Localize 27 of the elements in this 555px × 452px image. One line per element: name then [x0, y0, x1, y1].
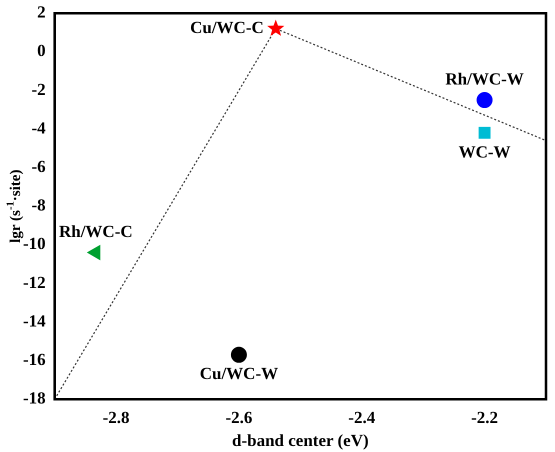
y-tick-label: -4 [31, 118, 46, 138]
point [267, 20, 284, 36]
y-tick-label: -6 [31, 156, 46, 176]
point [478, 126, 491, 139]
y-tick-label: -14 [22, 311, 46, 330]
series-label: WC-W [458, 142, 511, 162]
y-tick-label: 0 [37, 41, 46, 60]
point [230, 346, 247, 363]
y-tick-label: -10 [22, 234, 46, 254]
x-tick-label: -2.4 [348, 408, 376, 427]
series-label: Cu/WC-C [190, 18, 264, 38]
y-tick-label: -8 [31, 196, 46, 215]
y-tick-label: -16 [22, 350, 46, 369]
x-tick-label: -2.6 [225, 408, 252, 427]
y-tick-label: -12 [22, 272, 46, 292]
series-label: Rh/WC-W [445, 69, 524, 88]
point [476, 92, 493, 108]
series-label: Rh/WC-C [58, 222, 133, 241]
point [88, 245, 100, 260]
x-tick-label: -2.2 [471, 408, 498, 427]
y-axis-title: lgr (s-1·site) [5, 170, 24, 243]
y-tick-label: -2 [31, 80, 46, 99]
series-label: Cu/WC-W [200, 364, 278, 384]
y-tick-label: -18 [22, 388, 46, 408]
y-tick-label: 2 [37, 2, 46, 22]
x-tick-label: -2.8 [102, 408, 130, 427]
x-axis-title: d-band center (eV) [232, 431, 369, 450]
